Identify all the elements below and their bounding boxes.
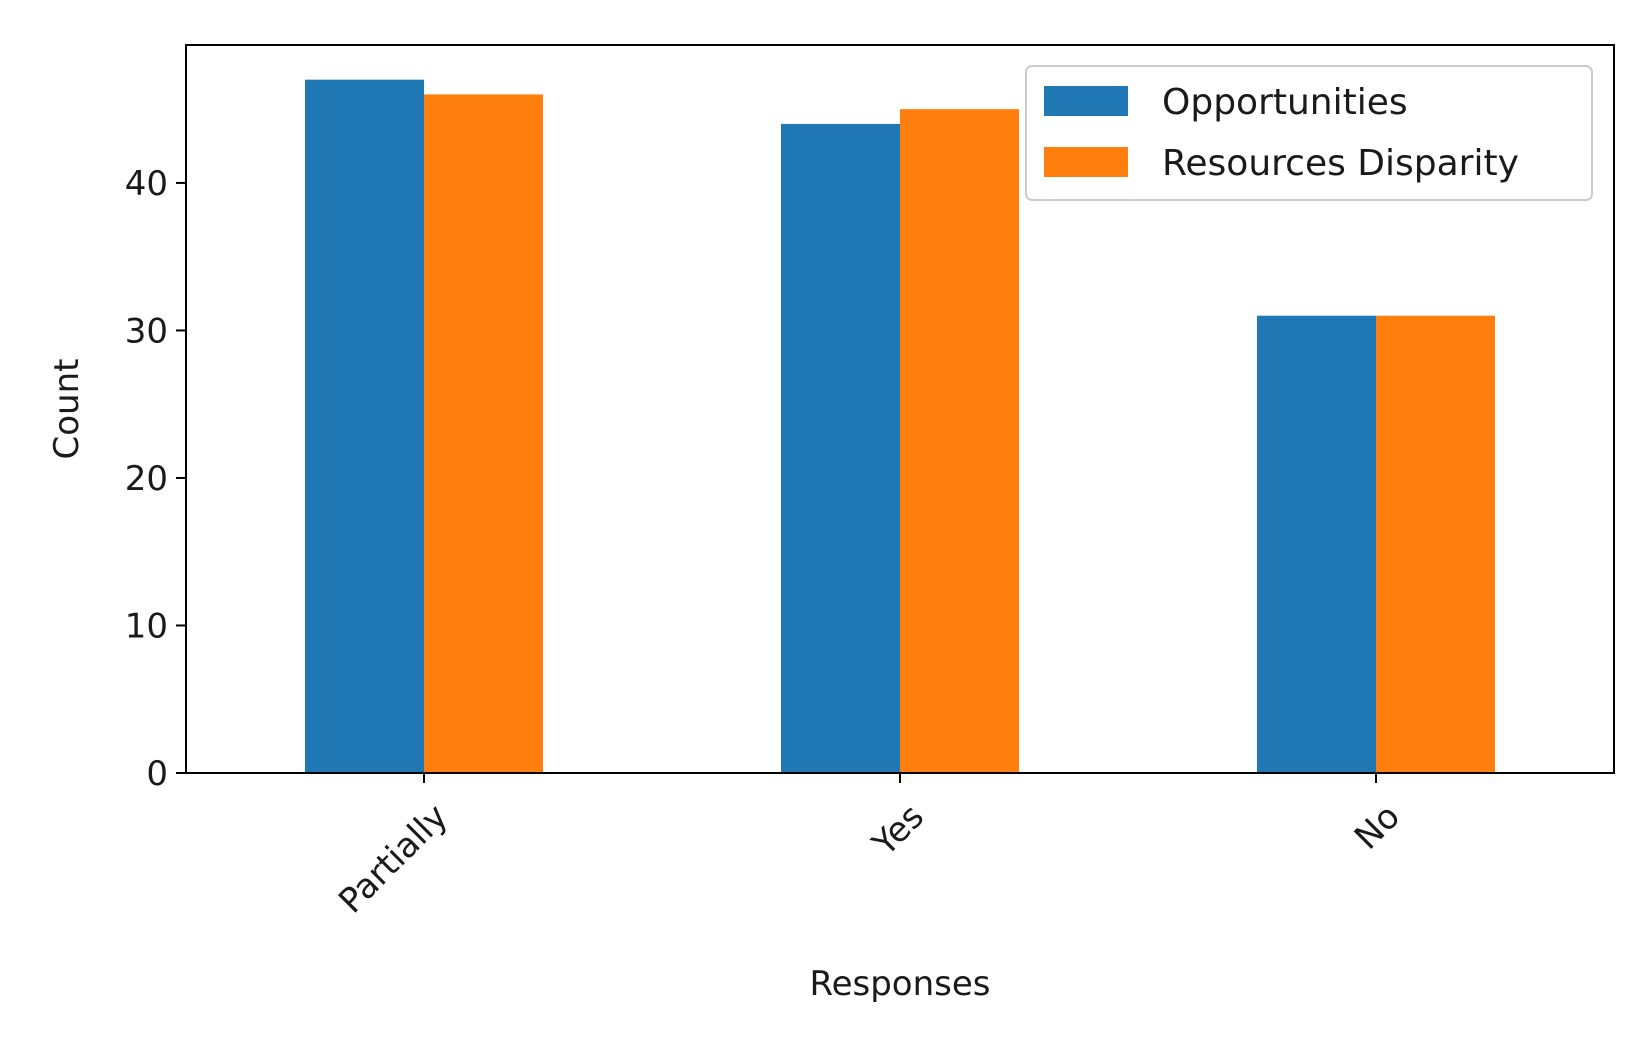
bar-partially-opportunities (305, 79, 424, 773)
y-tick-label: 30 (125, 311, 168, 351)
legend-label-opportunities: Opportunities (1162, 82, 1408, 123)
bar-yes-resources-disparity (900, 109, 1019, 773)
y-tick-label: 0 (146, 754, 168, 794)
y-tick-label: 10 (125, 606, 168, 646)
legend-swatch-opportunities (1044, 86, 1128, 116)
y-tick-label: 40 (125, 164, 168, 204)
bar-partially-resources-disparity (424, 94, 543, 773)
y-axis-label: Count (47, 359, 87, 460)
bars-group (305, 79, 1495, 773)
bar-no-resources-disparity (1376, 315, 1495, 773)
legend: Opportunities Resources Disparity (1025, 65, 1593, 201)
bar-no-opportunities (1257, 315, 1376, 773)
y-axis: 0 10 20 30 40 (125, 164, 186, 794)
x-axis-label: Responses (809, 964, 990, 1004)
legend-box (1025, 65, 1593, 201)
legend-label-resources-disparity: Resources Disparity (1162, 143, 1519, 184)
y-tick-label: 20 (125, 459, 168, 499)
bar-yes-opportunities (781, 123, 900, 773)
legend-swatch-resources-disparity (1044, 147, 1128, 177)
